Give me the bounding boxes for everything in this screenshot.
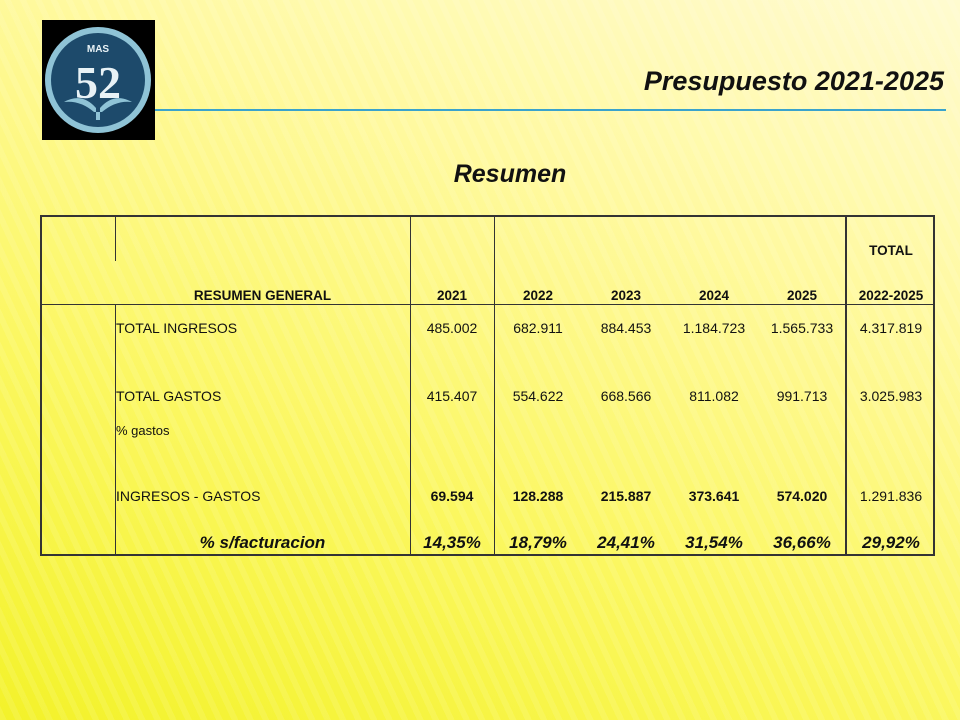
table-cell: 811.082 — [689, 388, 739, 404]
table-cell: 69.594 — [430, 488, 474, 504]
row-label: % s/facturacion — [199, 533, 326, 552]
grid-line — [42, 304, 933, 305]
header-total-range: 2022-2025 — [858, 288, 924, 303]
table-cell: 29,92% — [862, 533, 920, 552]
mas52-logo: MAS 52 — [42, 20, 155, 140]
table-cell: 14,35% — [423, 533, 481, 552]
table-cell: 3.025.983 — [859, 388, 923, 404]
table-cell: 682.911 — [513, 320, 563, 336]
summary-table: RESUMEN GENERAL 2021 2022 2023 2024 2025… — [40, 215, 935, 556]
table-cell: 1.184.723 — [682, 320, 746, 336]
svg-text:MAS: MAS — [87, 44, 110, 55]
row-label: TOTAL INGRESOS — [116, 320, 238, 336]
table-cell: 24,41% — [597, 533, 655, 552]
table-cell: 554.622 — [512, 388, 564, 404]
grid-line — [845, 217, 847, 554]
table-cell: 128.288 — [512, 488, 564, 504]
table-cell: 415.407 — [426, 388, 478, 404]
header-year: 2022 — [522, 288, 554, 303]
header-year: 2025 — [786, 288, 818, 303]
table-cell: 36,66% — [773, 533, 831, 552]
table-cell: 991.713 — [776, 388, 828, 404]
grid-line — [115, 217, 116, 261]
row-label: % gastos — [116, 423, 170, 438]
title-divider — [155, 109, 946, 111]
table-cell: 668.566 — [600, 388, 652, 404]
header-year: 2021 — [436, 288, 468, 303]
header-year: 2023 — [610, 288, 642, 303]
table-cell: 884.453 — [600, 320, 652, 336]
table-cell: 1.291.836 — [859, 488, 923, 504]
row-label: INGRESOS - GASTOS — [116, 488, 261, 504]
header-total: TOTAL — [869, 243, 913, 258]
header-year: 2024 — [698, 288, 730, 303]
table-cell: 485.002 — [426, 320, 478, 336]
row-label: TOTAL GASTOS — [116, 388, 222, 404]
section-subtitle: Resumen — [453, 160, 567, 188]
page-title: Presupuesto 2021-2025 — [643, 66, 944, 96]
table-cell: 4.317.819 — [859, 320, 923, 336]
grid-line — [410, 217, 411, 554]
table-cell: 215.887 — [600, 488, 652, 504]
table-cell: 373.641 — [688, 488, 740, 504]
table-cell: 1.565.733 — [770, 320, 834, 336]
table-cell: 574.020 — [776, 488, 828, 504]
header-resumen-general: RESUMEN GENERAL — [193, 288, 332, 303]
table-cell: 18,79% — [509, 533, 567, 552]
table-cell: 31,54% — [685, 533, 743, 552]
grid-line — [115, 304, 116, 554]
grid-line — [494, 217, 495, 554]
